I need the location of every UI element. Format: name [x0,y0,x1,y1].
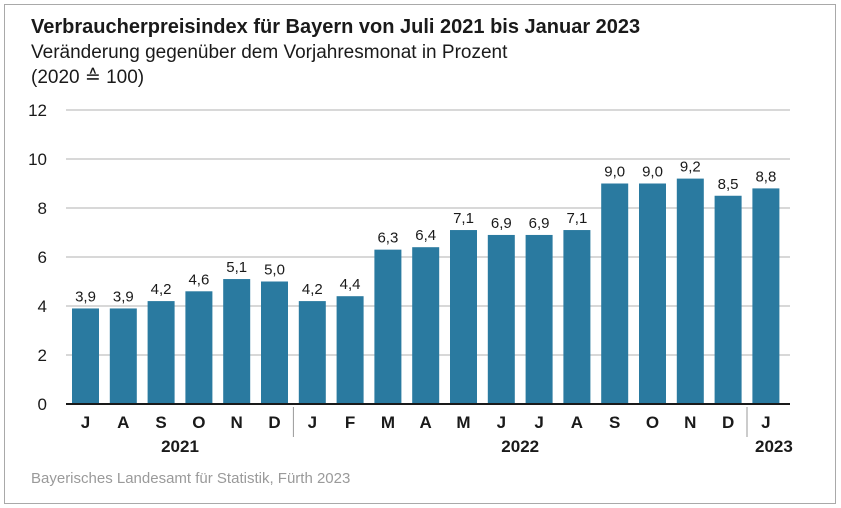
bar [714,195,742,404]
bar-value-label: 7,1 [453,210,474,227]
bar-value-label: 9,2 [680,159,701,176]
bar-value-label: 6,3 [377,230,398,247]
y-tick-label: 0 [38,395,47,414]
x-tick-label: A [117,413,129,432]
year-label: 2022 [501,437,539,456]
bar [298,301,326,404]
x-tick-label: N [231,413,243,432]
bar [223,279,251,404]
chart-subtitle: Veränderung gegenüber dem Vorjahresmonat… [31,42,508,63]
bar-value-label: 4,2 [302,281,323,298]
x-tick-label: J [761,413,770,432]
bar-value-label: 4,6 [188,271,209,288]
chart-base-note: (2020 ≙ 100) [31,67,145,88]
bar [412,247,440,404]
year-label: 2021 [161,437,199,456]
x-tick-label: J [308,413,317,432]
x-tick-label: F [345,413,355,432]
x-tick-label: O [646,413,659,432]
bar-value-label: 9,0 [604,164,625,181]
bar-value-label: 6,9 [529,215,550,232]
year-label: 2023 [755,437,793,456]
x-tick-label: M [381,413,395,432]
x-tick-label: S [155,413,166,432]
x-tick-label: J [534,413,543,432]
bar [261,281,288,404]
x-tick-label: N [684,413,696,432]
bar [450,230,477,404]
bar-value-label: 9,0 [642,164,663,181]
bar [185,291,213,404]
x-tick-label: S [609,413,620,432]
bar [601,183,629,404]
bar [336,296,364,404]
y-tick-label: 10 [28,150,47,169]
bar [147,301,175,404]
bar [487,234,515,404]
bar-value-label: 5,0 [264,262,285,279]
bar-value-label: 4,4 [340,276,361,293]
bar-value-label: 5,1 [226,259,247,276]
x-tick-label: J [497,413,506,432]
x-tick-label: M [456,413,470,432]
y-tick-label: 2 [38,346,47,365]
source-note: Bayerisches Landesamt für Statistik, Für… [31,470,351,487]
x-tick-label: O [192,413,205,432]
bar-value-label: 6,9 [491,215,512,232]
bar-value-label: 8,8 [755,168,776,185]
x-tick-label: D [722,413,734,432]
bar [374,249,402,404]
bar-value-label: 3,9 [75,288,96,305]
x-tick-label: D [268,413,280,432]
chart-title: Verbraucherpreisindex für Bayern von Jul… [31,16,641,38]
y-tick-label: 4 [38,297,47,316]
bar-value-label: 8,5 [718,176,739,193]
bar [109,308,137,404]
bar-value-label: 4,2 [151,281,172,298]
bar [72,308,99,404]
bar-value-label: 3,9 [113,288,134,305]
x-tick-label: J [81,413,90,432]
bar [525,234,553,404]
x-tick-label: A [420,413,432,432]
bar-value-label: 7,1 [566,210,587,227]
bar [563,230,591,404]
bar [676,178,704,404]
y-tick-label: 12 [28,101,47,120]
x-tick-label: A [571,413,583,432]
y-tick-label: 6 [38,248,47,267]
bar [752,188,780,404]
bar-value-label: 6,4 [415,227,436,244]
y-tick-label: 8 [38,199,47,218]
bar [639,183,666,404]
